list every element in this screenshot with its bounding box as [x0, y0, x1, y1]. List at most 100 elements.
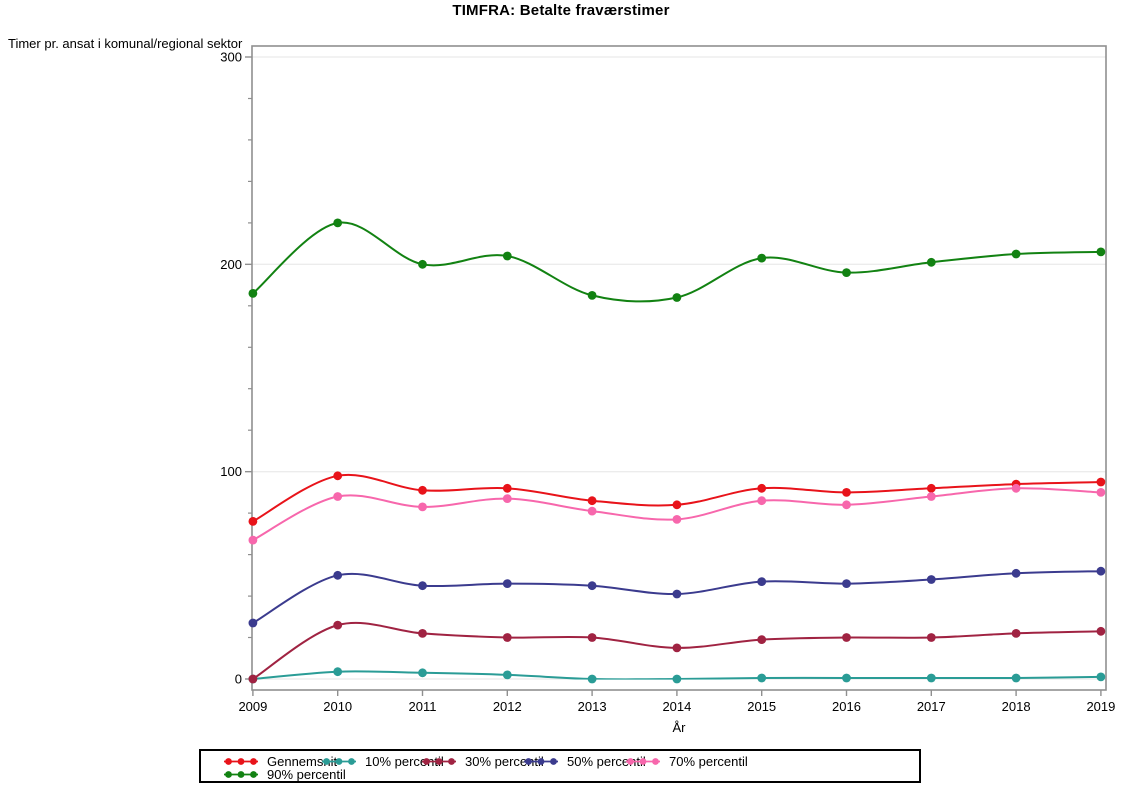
legend-marker-icon	[626, 758, 660, 765]
x-axis-title: År	[672, 720, 686, 735]
legend-item-70-percentil: 70% percentil	[624, 755, 748, 768]
data-point-10-percentil	[333, 667, 343, 677]
data-point-90-percentil	[926, 257, 936, 267]
x-tick-label: 2013	[578, 699, 607, 714]
data-point-70-percentil	[502, 494, 512, 503]
plot-frame	[251, 45, 1107, 691]
data-point-70-percentil	[1096, 488, 1106, 497]
data-point-90-percentil	[672, 293, 682, 302]
data-point-90-percentil	[502, 251, 512, 261]
data-point-50-percentil	[926, 575, 936, 584]
x-tick-label: 2011	[409, 699, 437, 714]
data-point-90-percentil	[333, 218, 343, 228]
legend-label: 90% percentil	[267, 767, 346, 782]
data-point-30-percentil	[1011, 629, 1021, 638]
data-point-10-percentil	[757, 673, 767, 683]
data-point-90-percentil	[842, 268, 851, 277]
data-point-70-percentil	[672, 515, 682, 524]
data-point-90-percentil	[587, 291, 597, 300]
data-point-10-percentil	[587, 674, 597, 684]
data-point-70-percentil	[333, 492, 343, 501]
data-point-30-percentil	[672, 643, 682, 653]
x-tick-label: 2016	[832, 699, 861, 714]
series-line-90-percentil	[251, 221, 1102, 303]
legend-label: 50% percentil	[567, 754, 646, 769]
legend-marker-icon	[422, 758, 456, 765]
series-line-70-percentil	[251, 487, 1102, 542]
data-point-50-percentil	[672, 589, 682, 599]
data-point-30-percentil	[418, 629, 427, 638]
data-point-gennemsnit	[502, 483, 512, 493]
data-point-70-percentil	[248, 535, 258, 545]
data-point-50-percentil	[502, 579, 512, 588]
data-point-gennemsnit	[587, 496, 597, 506]
data-point-50-percentil	[1096, 566, 1106, 576]
legend-marker-icon	[322, 758, 356, 765]
data-point-90-percentil	[1096, 247, 1106, 257]
data-point-30-percentil	[587, 633, 597, 642]
data-point-50-percentil	[333, 570, 343, 580]
data-point-10-percentil	[672, 674, 682, 684]
data-point-90-percentil	[248, 289, 258, 298]
data-point-10-percentil	[1011, 673, 1021, 683]
y-tick-label: 300	[220, 50, 242, 65]
x-tick-label: 2019	[1086, 699, 1115, 714]
data-point-gennemsnit	[757, 483, 767, 493]
data-point-gennemsnit	[333, 471, 343, 481]
data-point-50-percentil	[1011, 568, 1021, 578]
chart-title: TIMFRA: Betalte fraværstimer	[452, 2, 670, 19]
legend-marker-icon	[524, 758, 558, 765]
legend-label: Gennemsnit	[267, 754, 338, 769]
data-point-70-percentil	[926, 492, 936, 501]
x-tick-label: 2018	[1002, 699, 1031, 714]
series-line-gennemsnit	[251, 473, 1102, 523]
y-tick-label: 100	[220, 464, 242, 479]
data-point-gennemsnit	[1096, 477, 1106, 487]
data-point-10-percentil	[418, 668, 427, 678]
legend-label: 10% percentil	[365, 754, 444, 769]
legend: Gennemsnit 10% percentil 30% percentil 50% …	[199, 749, 921, 783]
y-tick-label: 200	[220, 257, 242, 272]
data-point-90-percentil	[757, 253, 767, 263]
data-point-10-percentil	[1096, 672, 1106, 682]
data-point-30-percentil	[1096, 626, 1106, 636]
legend-item-gennemsnit: Gennemsnit	[222, 755, 337, 768]
data-point-50-percentil	[418, 581, 427, 591]
data-point-gennemsnit	[672, 500, 682, 510]
data-point-30-percentil	[757, 635, 767, 644]
data-point-gennemsnit	[248, 517, 258, 526]
legend-label: 70% percentil	[669, 754, 748, 769]
legend-item-10-percentil: 10% percentil	[320, 755, 444, 768]
data-point-70-percentil	[1011, 483, 1021, 493]
legend-item-30-percentil: 30% percentil	[420, 755, 544, 768]
data-point-10-percentil	[926, 673, 936, 683]
data-point-30-percentil	[926, 633, 936, 642]
data-point-70-percentil	[418, 502, 427, 512]
x-tick-label: 2010	[323, 699, 352, 714]
data-point-10-percentil	[842, 673, 851, 683]
data-point-50-percentil	[248, 618, 258, 628]
legend-label: 30% percentil	[465, 754, 544, 769]
x-tick-label: 2017	[917, 699, 946, 714]
legend-marker-icon	[224, 758, 258, 765]
data-point-gennemsnit	[418, 485, 427, 495]
legend-item-90-percentil: 90% percentil	[222, 768, 346, 781]
data-point-50-percentil	[757, 577, 767, 586]
x-tick-label: 2015	[747, 699, 776, 714]
x-tick-label: 2009	[238, 699, 267, 714]
data-point-gennemsnit	[842, 488, 851, 497]
data-point-gennemsnit	[926, 483, 936, 493]
data-point-30-percentil	[842, 633, 851, 642]
data-point-10-percentil	[502, 670, 512, 680]
legend-marker-icon	[224, 771, 258, 778]
x-tick-label: 2014	[662, 699, 691, 714]
data-point-30-percentil	[333, 620, 343, 630]
legend-item-50-percentil: 50% percentil	[522, 755, 646, 768]
data-point-90-percentil	[418, 259, 427, 269]
data-point-90-percentil	[1011, 249, 1021, 259]
data-point-70-percentil	[842, 500, 851, 510]
data-point-50-percentil	[587, 581, 597, 591]
